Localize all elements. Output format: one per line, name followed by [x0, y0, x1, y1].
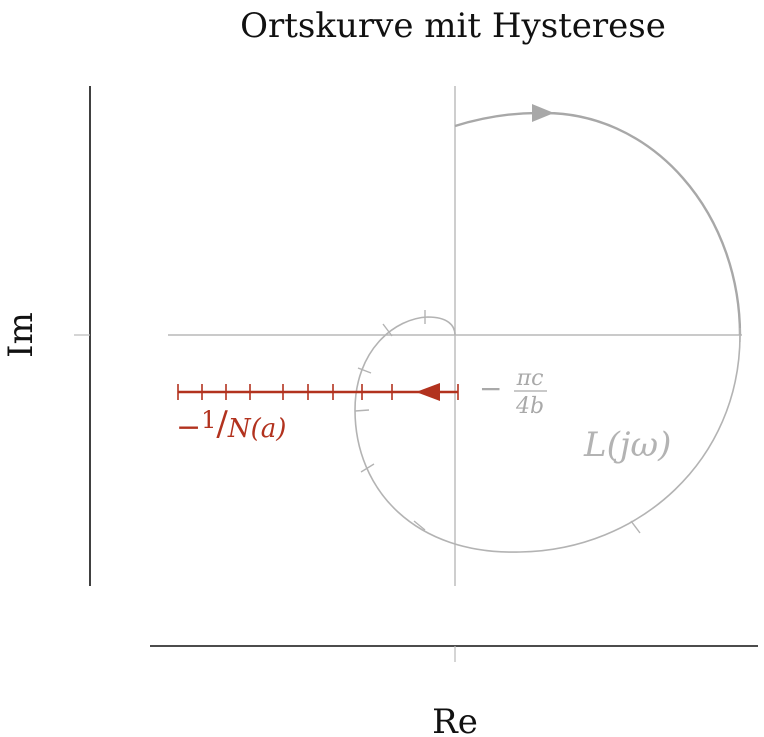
diagram-title: Ortskurve mit Hysterese	[240, 6, 666, 46]
curve-tick	[354, 409, 370, 412]
describing-function-arrow	[416, 383, 440, 401]
curve-tick	[382, 323, 393, 337]
curve-tick	[630, 520, 641, 534]
intersection-minus: −	[479, 372, 502, 405]
intersection-numerator: πc	[516, 366, 544, 391]
intersection-label: − πc 4b	[479, 366, 547, 419]
nyquist-curve-spiral	[354, 316, 741, 553]
y-axis-label: Im	[1, 312, 41, 358]
nyquist-curve-upper-arc	[454, 111, 742, 336]
describing-function-locus	[177, 383, 459, 401]
curve-tick	[413, 520, 426, 531]
curve-tick	[360, 463, 375, 473]
curve-label: L(jω)	[583, 425, 671, 465]
intersection-denominator: 4b	[515, 394, 544, 419]
describing-function-label: −1/N(a)	[176, 404, 286, 445]
x-axis-label: Re	[432, 702, 478, 737]
curve-tick	[357, 367, 372, 374]
curve-direction-arrow	[532, 104, 554, 122]
nyquist-curve	[354, 104, 742, 553]
